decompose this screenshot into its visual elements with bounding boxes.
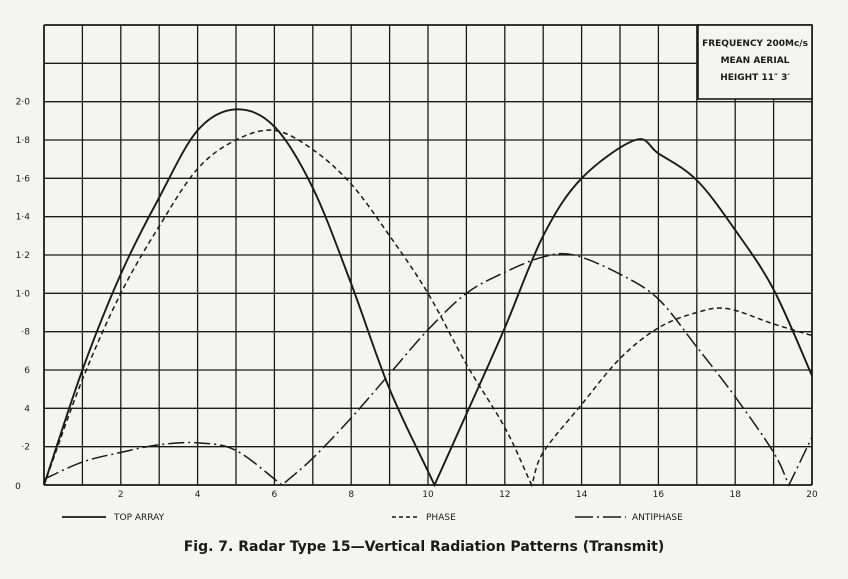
figure-caption: Fig. 7. Radar Type 15—Vertical Radiation…: [183, 539, 665, 555]
x-tick-label: 6: [272, 490, 278, 500]
y-tick-label: 1·2: [16, 251, 30, 261]
annotation-line-3: HEIGHT 11″ 3′: [720, 73, 790, 83]
y-tick-label: 6: [24, 366, 30, 376]
y-tick-label: 4: [24, 404, 30, 414]
legend-label-top-array: TOP ARRAY: [113, 513, 165, 523]
annotation-line-1: FREQUENCY 200Mc/s: [702, 39, 808, 49]
grid: [43, 24, 813, 486]
series-line-phase: [43, 129, 813, 487]
x-tick-label: 16: [653, 490, 665, 500]
x-tick-label: 10: [422, 490, 434, 500]
tick-labels: 0 2 4 6 8 10 12 14 16 18 20 ·2 4 6 ·8 1·0 1·2 1·4 1·6 1·8 2·…: [15, 98, 818, 500]
y-tick-label: 1·8: [16, 136, 31, 146]
y-tick-label: 1·4: [16, 213, 31, 223]
x-tick-label: 8: [348, 490, 354, 500]
annotation-line-2: MEAN AERIAL: [721, 56, 790, 66]
annotation-box: FREQUENCY 200Mc/s MEAN AERIAL HEIGHT 11″…: [697, 24, 813, 100]
x-tick-label: 14: [576, 490, 588, 500]
series-line-antiphase: [43, 252, 813, 487]
x-tick-label: 20: [806, 490, 818, 500]
legend-label-phase: PHASE: [426, 513, 456, 523]
x-tick-label: 4: [195, 490, 201, 500]
y-tick-label: ·2: [21, 443, 30, 453]
series-lines: [43, 108, 813, 488]
x-tick-label: 12: [499, 490, 510, 500]
x-tick-label: 0: [15, 482, 21, 492]
y-tick-label: ·8: [21, 328, 30, 338]
y-tick-label: 2·0: [16, 98, 31, 108]
series-line-top-array: [43, 108, 813, 488]
x-tick-label: 2: [118, 490, 124, 500]
legend: TOP ARRAY PHASE ANTIPHASE: [62, 513, 683, 523]
y-tick-label: 1·0: [16, 289, 31, 299]
x-tick-label: 18: [729, 490, 741, 500]
legend-label-antiphase: ANTIPHASE: [632, 513, 683, 523]
y-tick-label: 1·6: [16, 174, 31, 184]
